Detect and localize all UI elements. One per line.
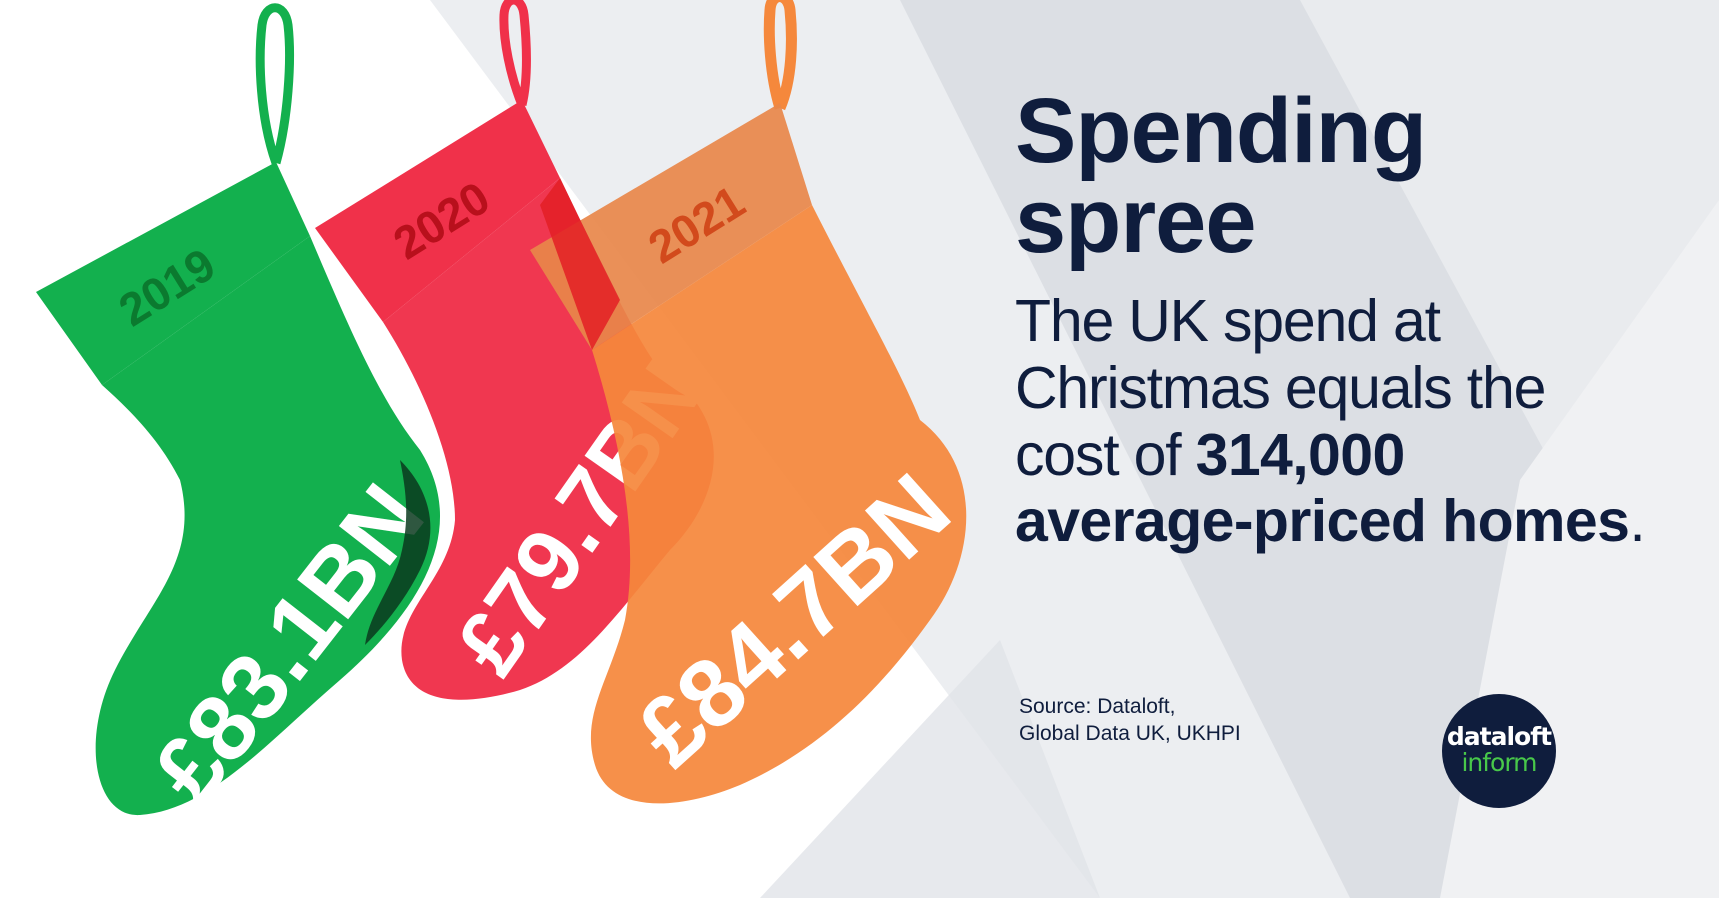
overlap-red-orange xyxy=(540,178,620,350)
source-line-2: Global Data UK, UKHPI xyxy=(1019,722,1241,746)
body-text: The UK spend at Christmas equals the cos… xyxy=(1015,288,1655,555)
body-highlight-number: 314,000 xyxy=(1195,421,1406,488)
body-text-end: . xyxy=(1629,488,1645,555)
body-text-part-1: The UK spend at Christmas equals the cos… xyxy=(1015,288,1546,488)
background-bottom-facet xyxy=(760,640,1100,898)
stocking-2019-loop xyxy=(255,3,294,165)
logo-word-1: dataloft xyxy=(1446,722,1552,751)
stocking-2020-cuff xyxy=(315,100,560,322)
stocking-2019-body xyxy=(95,236,441,816)
stocking-2021: 2021 £84.7BN xyxy=(530,0,970,804)
stocking-2021-loop xyxy=(763,0,797,111)
stocking-2020-loop xyxy=(499,0,531,107)
body-highlight-homes: average-priced homes xyxy=(1015,488,1630,555)
stocking-2021-body xyxy=(590,205,967,804)
dataloft-inform-logo: dataloft inform xyxy=(1442,694,1556,808)
source-note: Source: Dataloft, Global Data UK, UKHPI xyxy=(1019,693,1419,748)
headline: Spending spree xyxy=(1015,80,1655,273)
main-message: Spending spree The UK spend at Christmas… xyxy=(1015,80,1655,555)
stocking-2019-cuff xyxy=(36,162,310,385)
overlap-green-red xyxy=(365,460,431,645)
source-line-1: Source: Dataloft, xyxy=(1019,695,1176,718)
logo-word-2: inform xyxy=(1461,748,1537,777)
headline-line-2: spree xyxy=(1015,170,1257,273)
headline-line-1: Spending xyxy=(1015,80,1427,182)
stocking-2019: 2019 £83.1BN xyxy=(36,3,444,822)
